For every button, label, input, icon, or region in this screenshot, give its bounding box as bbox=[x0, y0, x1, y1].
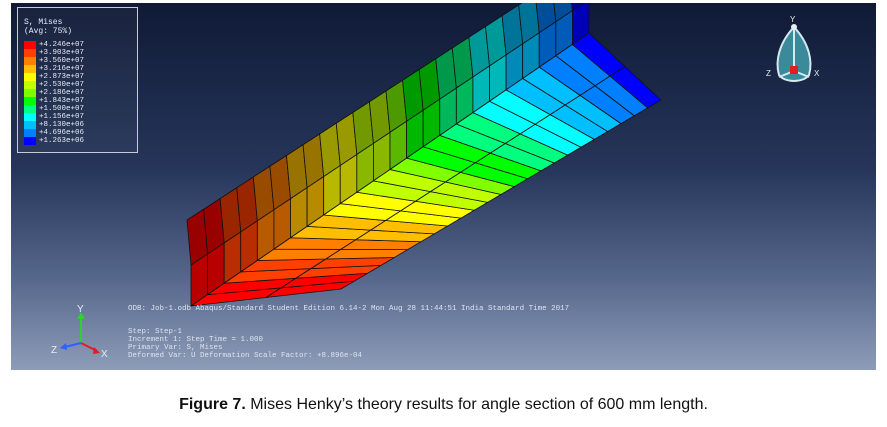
web-element bbox=[324, 248, 410, 260]
legend-value: +1.843e+07 bbox=[39, 97, 85, 105]
figure-caption-label: Figure 7. bbox=[179, 396, 246, 413]
legend-color-swatch bbox=[24, 121, 36, 129]
flange-element bbox=[571, 3, 585, 12]
legend-value: +1.156e+07 bbox=[39, 113, 85, 121]
view-cube-z-label: Z bbox=[766, 69, 771, 78]
legend-color-swatch bbox=[24, 81, 36, 89]
legend-color-swatch bbox=[24, 97, 36, 105]
legend-value: +8.130e+06 bbox=[39, 121, 85, 129]
triad-y-label: Y bbox=[77, 304, 84, 315]
legend-color-swatch bbox=[24, 41, 36, 49]
angle-section-contour-plot[interactable] bbox=[11, 3, 876, 370]
primary-var-info-line: Primary Var: S, Mises bbox=[128, 344, 223, 352]
view-cube-x-label: X bbox=[814, 69, 820, 78]
flange-element bbox=[518, 3, 540, 45]
legend-color-swatch bbox=[24, 49, 36, 57]
abaqus-viewport[interactable]: S, Mises (Avg: 75%) +4.246e+07 +3.903e+07… bbox=[11, 3, 876, 370]
figure-caption: Figure 7. Mises Henky’s theory results f… bbox=[0, 396, 887, 414]
legend-title: S, Mises bbox=[24, 18, 63, 27]
coordinate-triad-icon: Y X Z bbox=[51, 304, 108, 360]
legend-entry: +4.696e+06 bbox=[24, 129, 134, 137]
legend-entry: +3.560e+07 bbox=[24, 57, 134, 65]
cropped-text-fragment bbox=[110, 369, 710, 374]
deformed-var-info-line: Deformed Var: U Deformation Scale Factor… bbox=[128, 352, 363, 360]
odb-info-line: ODB: Job-1.odb Abaqus/Standard Student E… bbox=[128, 305, 570, 313]
triad-x-label: X bbox=[101, 349, 108, 360]
figure-caption-text: Mises Henky’s theory results for angle s… bbox=[245, 396, 708, 413]
legend-value: +4.246e+07 bbox=[39, 41, 85, 49]
increment-info-line: Increment 1: Step Time = 1.000 bbox=[128, 336, 264, 344]
legend-color-swatch bbox=[24, 65, 36, 73]
legend-entry: +1.500e+07 bbox=[24, 105, 134, 113]
view-cube-icon[interactable]: Y X Z bbox=[759, 13, 829, 88]
legend-entry: +2.873e+07 bbox=[24, 73, 134, 81]
legend-entry: +1.843e+07 bbox=[24, 97, 134, 105]
legend-entry: +2.186e+07 bbox=[24, 89, 134, 97]
legend-entry: +1.156e+07 bbox=[24, 113, 134, 121]
legend-color-swatch bbox=[24, 57, 36, 65]
web-element bbox=[609, 65, 662, 109]
legend-color-swatch bbox=[24, 105, 36, 113]
legend-entry: +3.903e+07 bbox=[24, 49, 134, 57]
legend-color-swatch bbox=[24, 89, 36, 97]
legend-entry: +3.216e+07 bbox=[24, 65, 134, 73]
legend-value: +1.500e+07 bbox=[39, 105, 85, 113]
mises-stress-legend: S, Mises (Avg: 75%) +4.246e+07 +3.903e+07… bbox=[17, 7, 138, 153]
step-info-line: Step: Step-1 bbox=[128, 328, 183, 336]
flange-element bbox=[553, 3, 573, 23]
legend-color-swatch bbox=[24, 137, 36, 145]
flange-element bbox=[535, 3, 557, 34]
legend-value: +3.903e+07 bbox=[39, 49, 85, 57]
legend-value: +3.216e+07 bbox=[39, 65, 85, 73]
triad-z-label: Z bbox=[51, 345, 57, 356]
legend-value: +4.696e+06 bbox=[39, 129, 85, 137]
legend-value: +2.873e+07 bbox=[39, 73, 85, 81]
legend-value: +2.530e+07 bbox=[39, 81, 85, 89]
legend-value: +2.186e+07 bbox=[39, 89, 85, 97]
legend-color-swatch bbox=[24, 113, 36, 121]
legend-value: +1.263e+06 bbox=[39, 137, 85, 145]
legend-color-swatch bbox=[24, 73, 36, 81]
legend-color-swatch bbox=[24, 129, 36, 137]
legend-entry: +1.263e+06 bbox=[24, 137, 134, 145]
legend-entry: +8.130e+06 bbox=[24, 121, 134, 129]
legend-averaging: (Avg: 75%) bbox=[24, 27, 73, 36]
legend-entry: +4.246e+07 bbox=[24, 41, 134, 49]
legend-entry: +2.530e+07 bbox=[24, 81, 134, 89]
legend-value: +3.560e+07 bbox=[39, 57, 85, 65]
view-cube-y-label: Y bbox=[790, 15, 796, 24]
